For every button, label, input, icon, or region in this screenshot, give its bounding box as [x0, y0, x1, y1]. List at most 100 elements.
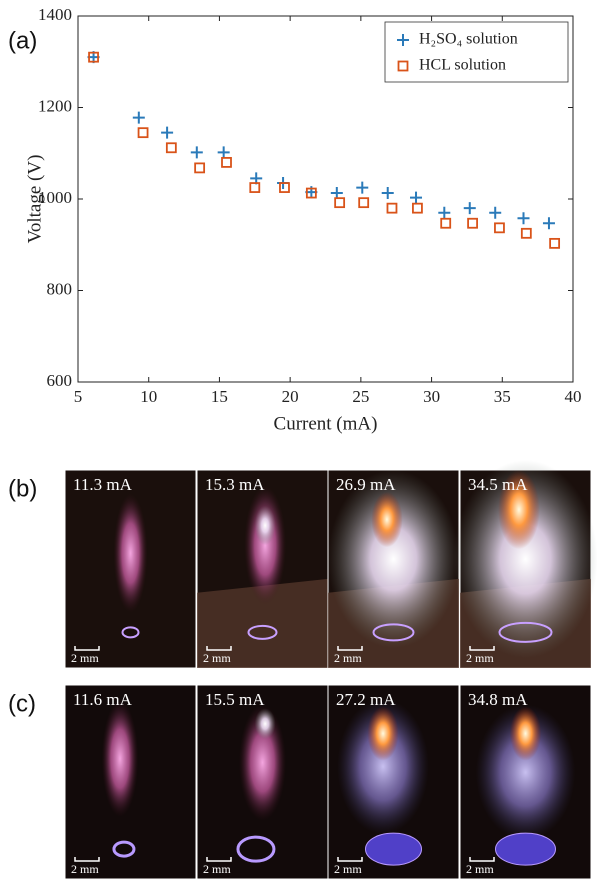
marker-square — [494, 222, 505, 234]
legend-label: H₂SO₄ solution — [419, 31, 518, 48]
x-tick-label: 15 — [211, 387, 228, 406]
y-tick-label: 1400 — [38, 5, 72, 24]
electrode-spot — [495, 832, 556, 866]
legend: H₂SO₄ solution HCL solution — [384, 21, 569, 83]
electrode-ring — [247, 624, 278, 640]
scale-label: 2 mm — [466, 862, 494, 876]
plasma-glow — [371, 491, 403, 548]
legend-box — [384, 21, 569, 83]
scale-label: 2 mm — [71, 862, 99, 876]
scale-bar — [206, 646, 232, 651]
photo: 27.2 mA 2 mm — [327, 684, 460, 879]
marker-square — [467, 217, 478, 229]
plasma-glow — [453, 460, 597, 659]
photo: 34.8 mA 2 mm — [459, 684, 592, 879]
marker-plus — [190, 146, 203, 159]
marker-plus — [217, 146, 230, 159]
marker-square — [305, 187, 317, 199]
electrode-ring — [498, 621, 553, 643]
plasma-glow — [254, 708, 276, 740]
plasma-glow — [337, 698, 429, 835]
marker-square — [549, 237, 561, 249]
marker-square — [386, 202, 398, 214]
plasma-glow — [367, 706, 399, 761]
plasma-glow — [328, 469, 459, 649]
current-label: 11.3 mA — [73, 475, 133, 494]
marker-plus — [356, 181, 369, 194]
plasma-glow — [113, 493, 148, 613]
marker-square — [440, 217, 452, 229]
current-label: 27.2 mA — [336, 690, 396, 709]
marker-plus — [463, 202, 476, 215]
marker-plus — [330, 187, 343, 200]
marker-plus — [161, 126, 174, 139]
current-label: 26.9 mA — [336, 475, 396, 494]
y-tick-label: 600 — [47, 371, 73, 390]
plasma-glow — [509, 706, 542, 761]
current-label: 15.5 mA — [205, 690, 265, 709]
x-tick-label: 35 — [494, 387, 511, 406]
plasma-glow — [475, 704, 576, 841]
current-label: 34.8 mA — [468, 690, 528, 709]
panel-label: (a) — [8, 27, 37, 54]
current-label: 34.5 mA — [468, 475, 528, 494]
legend-label: HCL solution — [419, 57, 506, 74]
scale-bar — [469, 646, 495, 651]
panel-label: (c) — [8, 690, 36, 717]
marker-plus — [489, 206, 502, 219]
marker-plus — [438, 206, 451, 219]
scale-label: 2 mm — [203, 862, 231, 876]
photo: 11.3 mA 2 mm — [64, 469, 197, 669]
scale-bar — [74, 857, 100, 862]
scale-label: 2 mm — [203, 651, 231, 665]
y-axis-label: Voltage (V) — [24, 155, 45, 244]
x-tick-label: 20 — [282, 387, 299, 406]
marker-plus — [410, 191, 423, 204]
marker-square — [165, 142, 177, 154]
photo: 15.3 mA 2 mm — [196, 469, 329, 669]
electrode-spot — [365, 832, 422, 866]
marker-square — [279, 182, 290, 193]
current-label: 11.6 mA — [73, 690, 133, 709]
scale-label: 2 mm — [334, 651, 362, 665]
marker-square — [412, 202, 423, 214]
plasma-glow — [101, 700, 139, 817]
series — [88, 51, 561, 249]
scale-bar — [206, 857, 232, 862]
scale-bar — [74, 646, 100, 651]
marker-square — [334, 197, 346, 209]
electrode-spot — [236, 835, 276, 863]
x-axis-label: Current (mA) — [274, 413, 378, 434]
photo: 11.6 mA 2 mm — [64, 684, 197, 879]
marker-square — [358, 197, 370, 209]
chart: (a) 5 10 15 20 25 30 35 40 600 800 1000 1200 1400 Curr… — [8, 5, 582, 434]
y-tick-label: 1200 — [38, 96, 72, 115]
x-tick-label: 30 — [423, 387, 440, 406]
electrode-spot — [112, 840, 136, 858]
scale-label: 2 mm — [334, 862, 362, 876]
photo: 34.5 mA 2 mm — [453, 460, 597, 669]
photo-surface — [197, 578, 328, 668]
marker-square — [221, 156, 232, 168]
scale-label: 2 mm — [71, 651, 99, 665]
x-tick-label: 5 — [74, 387, 83, 406]
electrode-ring — [372, 623, 415, 642]
x-tick-label: 25 — [352, 387, 369, 406]
marker-square — [249, 182, 261, 193]
plasma-glow — [254, 505, 276, 546]
photo: 26.9 mA 2 mm — [327, 469, 460, 669]
x-tick-label: 40 — [565, 387, 582, 406]
marker-square — [520, 227, 532, 239]
marker-square — [137, 127, 149, 139]
current-label: 15.3 mA — [205, 475, 265, 494]
scale-bar — [469, 857, 495, 862]
marker-plus — [542, 217, 555, 230]
x-tick-label: 10 — [140, 387, 157, 406]
photo: 15.5 mA 2 mm — [196, 684, 329, 879]
panel-label: (b) — [8, 475, 37, 502]
y-tick-label: 800 — [47, 279, 73, 298]
scale-label: 2 mm — [466, 651, 494, 665]
